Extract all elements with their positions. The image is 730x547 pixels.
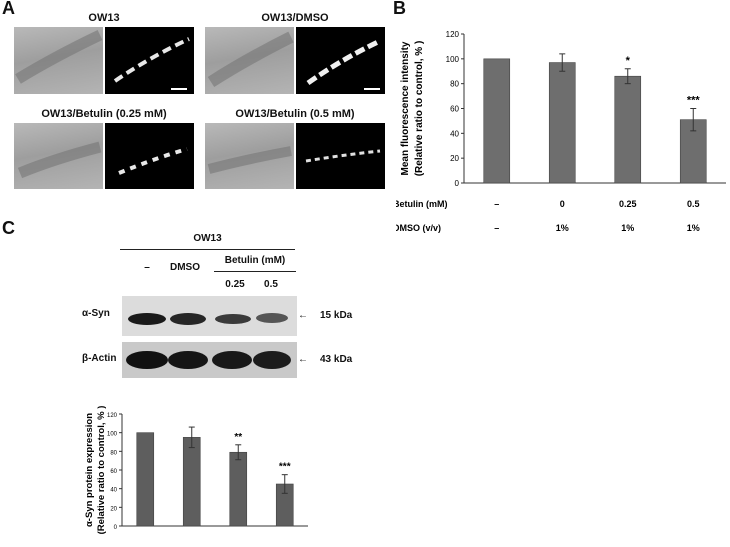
betulin-underline xyxy=(214,271,296,272)
lane-header-dmso: DMSO xyxy=(170,262,200,273)
western-blot-alpha-syn xyxy=(122,296,297,336)
lane-header-dose-025: 0.25 xyxy=(225,279,245,290)
lane-header-betulin: Betulin (mM) xyxy=(224,255,286,266)
chart-c-y-tick-label: 80 xyxy=(110,450,117,456)
condition-title-dmso: OW13/DMSO xyxy=(261,12,329,24)
chart-c-y-tick-label: 0 xyxy=(114,525,118,531)
chart-b-row-value: – xyxy=(494,223,499,233)
fluorescence-image-dmso xyxy=(296,27,385,94)
chart-b-row-value: 0 xyxy=(560,199,565,209)
chart-b-bar xyxy=(614,75,642,184)
chart-c-bar xyxy=(229,451,248,527)
chart-b-row-value: 0.5 xyxy=(687,199,700,209)
fluorescence-image-betulin-025 xyxy=(105,123,194,189)
chart-c-y-tick-label: 120 xyxy=(107,413,118,419)
chart-b-significance-marker: * xyxy=(626,55,631,67)
chart-b-row-value: 1% xyxy=(687,223,700,233)
lane-header-dose-05: 0.5 xyxy=(264,279,278,290)
chart-b-row-value: 1% xyxy=(556,223,569,233)
chart-b-y-tick-label: 60 xyxy=(450,105,459,114)
chart-b-y-tick-label: 100 xyxy=(446,55,460,64)
panel-c-bar-chart: α-Syn protein expression (Relative ratio … xyxy=(84,406,308,535)
chart-b-y-tick-label: 120 xyxy=(446,30,460,39)
brightfield-image-ow13 xyxy=(14,27,103,94)
condition-title-betulin-025: OW13/Betulin (0.25 mM) xyxy=(41,108,167,120)
fluorescence-image-ow13 xyxy=(105,27,194,94)
chart-b-bar xyxy=(679,119,707,184)
blot-label-alpha-syn: α-Syn xyxy=(82,308,110,319)
arrow-icon-alpha-syn: ← xyxy=(298,310,308,321)
panel-b-label: B xyxy=(393,0,406,18)
chart-c-bar xyxy=(136,432,155,527)
brightfield-image-betulin-025 xyxy=(14,123,103,189)
chart-b-row-value: 0.25 xyxy=(619,199,637,209)
lane-header-control: – xyxy=(144,262,150,273)
chart-b-y-tick-label: 80 xyxy=(450,80,459,89)
chart-b-row-value: – xyxy=(494,199,499,209)
chart-c-significance-marker: *** xyxy=(279,462,291,473)
chart-b-y-tick-label: 20 xyxy=(450,154,459,163)
chart-c-y-tick-label: 20 xyxy=(110,506,117,512)
chart-b-y-axis-label: Mean fluorescence intensity xyxy=(400,41,411,175)
chart-b-row-value: 1% xyxy=(621,223,634,233)
chart-b-bar xyxy=(483,58,511,184)
arrow-icon-beta-actin: ← xyxy=(298,354,308,365)
chart-c-bar xyxy=(182,437,201,527)
chart-c-y-tick-label: 100 xyxy=(107,432,118,438)
band-size-alpha-syn: 15 kDa xyxy=(320,310,353,321)
chart-b-y-tick-label: 0 xyxy=(455,179,460,188)
chart-b-bar xyxy=(548,62,576,184)
strain-underline xyxy=(120,249,295,250)
chart-b-row-label: DMSO (v/v) xyxy=(396,223,441,233)
panel-a-label: A xyxy=(2,0,15,18)
chart-c-y-axis-label: α-Syn protein expression xyxy=(84,413,95,527)
brightfield-image-betulin-05 xyxy=(205,123,294,189)
brightfield-image-dmso xyxy=(205,27,294,94)
fluorescence-image-betulin-05 xyxy=(296,123,385,189)
western-blot-beta-actin xyxy=(122,342,297,378)
chart-b-y-tick-label: 40 xyxy=(450,129,459,138)
blot-label-beta-actin: β-Actin xyxy=(82,353,117,364)
condition-title-ow13: OW13 xyxy=(88,12,120,24)
chart-b-row-label: Betulin (mM) xyxy=(396,199,448,209)
panel-b-bar-chart: Mean fluorescence intensity (Relative rat… xyxy=(396,30,726,233)
chart-b-y-axis-label-units: (Relative ratio to control, % ) xyxy=(414,41,425,177)
chart-c-y-tick-label: 60 xyxy=(110,469,117,475)
chart-c-y-axis-label-units: (Relative ratio to control, % ) xyxy=(96,406,107,535)
panel-c-label: C xyxy=(2,218,15,238)
band-size-beta-actin: 43 kDa xyxy=(320,354,353,365)
condition-title-betulin-05: OW13/Betulin (0.5 mM) xyxy=(235,108,355,120)
chart-c-y-tick-label: 40 xyxy=(110,488,117,494)
chart-b-significance-marker: *** xyxy=(687,95,701,107)
chart-c-significance-marker: ** xyxy=(234,432,242,443)
blot-strain-label: OW13 xyxy=(193,233,222,244)
